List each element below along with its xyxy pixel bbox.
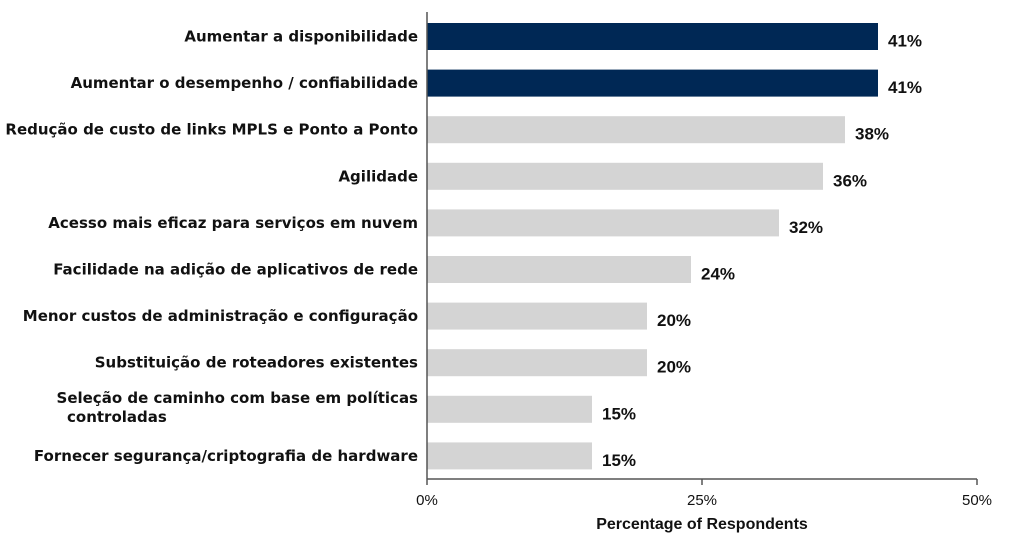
bar bbox=[427, 395, 592, 423]
category-label: Aumentar a disponibilidade bbox=[184, 28, 418, 46]
value-label: 24% bbox=[701, 265, 735, 284]
x-axis-title: Percentage of Respondents bbox=[596, 516, 808, 533]
value-label: 15% bbox=[602, 404, 636, 423]
category-label: Fornecer segurança/criptografia de hardw… bbox=[34, 447, 418, 465]
value-label: 15% bbox=[602, 451, 636, 470]
x-tick-label: 0% bbox=[416, 492, 438, 509]
category-label: Substituição de roteadores existentes bbox=[95, 354, 418, 372]
value-labels-group: 41% 41% 38% 36% 32% 24% 20% 20% 15% 15% bbox=[602, 32, 922, 470]
value-label: 32% bbox=[789, 218, 823, 237]
category-label: controladas bbox=[67, 408, 167, 426]
bar bbox=[427, 209, 779, 237]
category-label: Facilidade na adição de aplicativos de r… bbox=[53, 261, 418, 279]
bar bbox=[427, 23, 878, 50]
category-label: Seleção de caminho com base em políticas bbox=[57, 389, 419, 407]
category-labels-group: Aumentar a disponibilidade Aumentar o des… bbox=[5, 28, 418, 465]
category-label: Acesso mais eficaz para serviços em nuve… bbox=[48, 214, 418, 232]
category-label: Aumentar o desempenho / confiabilidade bbox=[71, 74, 418, 92]
bar bbox=[427, 256, 691, 283]
bar bbox=[427, 69, 878, 97]
bars-group bbox=[427, 23, 878, 470]
value-label: 41% bbox=[888, 78, 922, 97]
value-label: 20% bbox=[657, 311, 691, 330]
category-label: Redução de custo de links MPLS e Ponto a… bbox=[5, 121, 418, 139]
value-label: 38% bbox=[855, 125, 889, 144]
bar bbox=[427, 302, 647, 330]
value-label: 36% bbox=[833, 171, 867, 190]
x-ticks-group: 0% 25% 50% bbox=[416, 479, 992, 509]
bar bbox=[427, 162, 823, 190]
bar bbox=[427, 349, 647, 377]
bar bbox=[427, 116, 845, 144]
x-tick-label: 25% bbox=[687, 492, 717, 509]
value-label: 41% bbox=[888, 32, 922, 51]
category-label: Menor custos de administração e configur… bbox=[23, 307, 418, 325]
value-label: 20% bbox=[657, 358, 691, 377]
bar bbox=[427, 442, 592, 470]
x-tick-label: 50% bbox=[962, 492, 992, 509]
category-label: Agilidade bbox=[338, 167, 418, 185]
